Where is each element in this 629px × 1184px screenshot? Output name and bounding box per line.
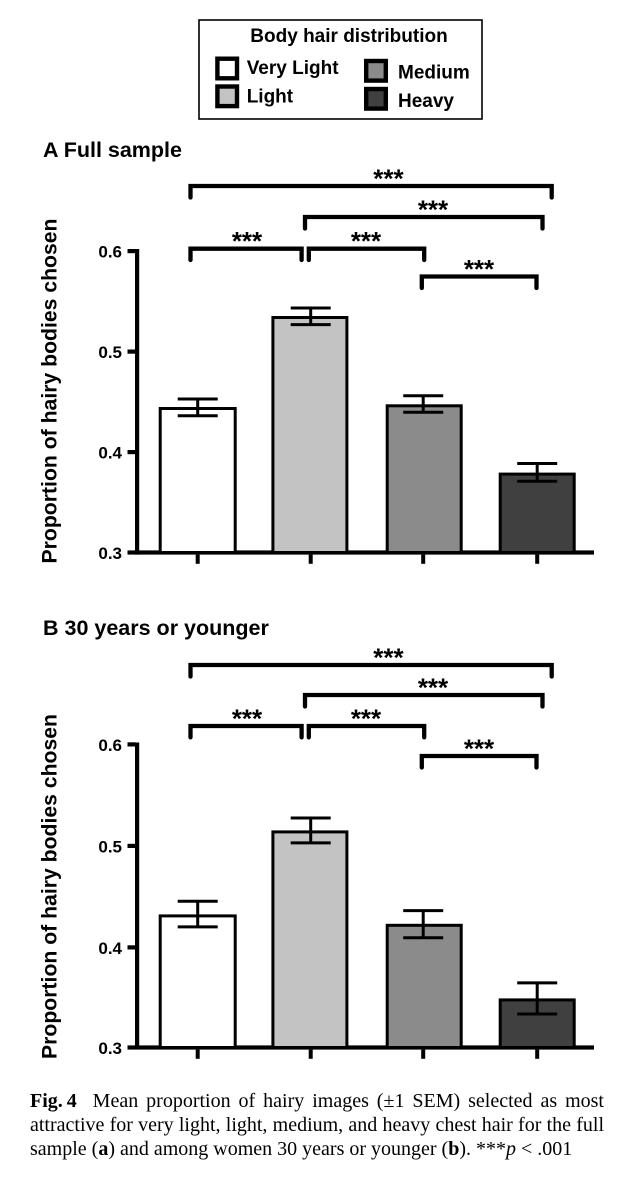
- svg-text:Proportion of hairy bodies cho: Proportion of hairy bodies chosen: [39, 219, 62, 564]
- svg-text:0.6: 0.6: [98, 243, 122, 262]
- svg-text:***: ***: [351, 704, 382, 734]
- svg-text:B 30 years or younger: B 30 years or younger: [43, 616, 269, 640]
- svg-text:***: ***: [418, 195, 449, 225]
- svg-text:Heavy: Heavy: [398, 91, 454, 112]
- svg-text:***: ***: [373, 643, 404, 673]
- svg-text:0.5: 0.5: [98, 837, 122, 856]
- svg-text:***: ***: [351, 226, 382, 256]
- svg-text:***: ***: [232, 226, 263, 256]
- svg-text:0.3: 0.3: [98, 544, 122, 563]
- svg-text:0.5: 0.5: [98, 343, 122, 362]
- svg-text:0.4: 0.4: [98, 939, 122, 958]
- svg-text:Proportion of hairy bodies cho: Proportion of hairy bodies chosen: [39, 714, 62, 1059]
- svg-text:***: ***: [464, 254, 495, 284]
- svg-text:***: ***: [418, 673, 449, 703]
- svg-text:***: ***: [464, 734, 495, 764]
- svg-text:Medium: Medium: [398, 63, 470, 84]
- svg-text:0.3: 0.3: [98, 1039, 122, 1058]
- svg-text:***: ***: [373, 164, 404, 194]
- svg-text:***: ***: [232, 704, 263, 734]
- svg-text:Body hair distribution: Body hair distribution: [250, 26, 447, 47]
- svg-text:A Full sample: A Full sample: [43, 138, 182, 162]
- svg-text:Light: Light: [247, 86, 294, 107]
- svg-text:0.4: 0.4: [98, 444, 122, 463]
- svg-text:Very Light: Very Light: [247, 58, 340, 79]
- svg-text:0.6: 0.6: [98, 736, 122, 755]
